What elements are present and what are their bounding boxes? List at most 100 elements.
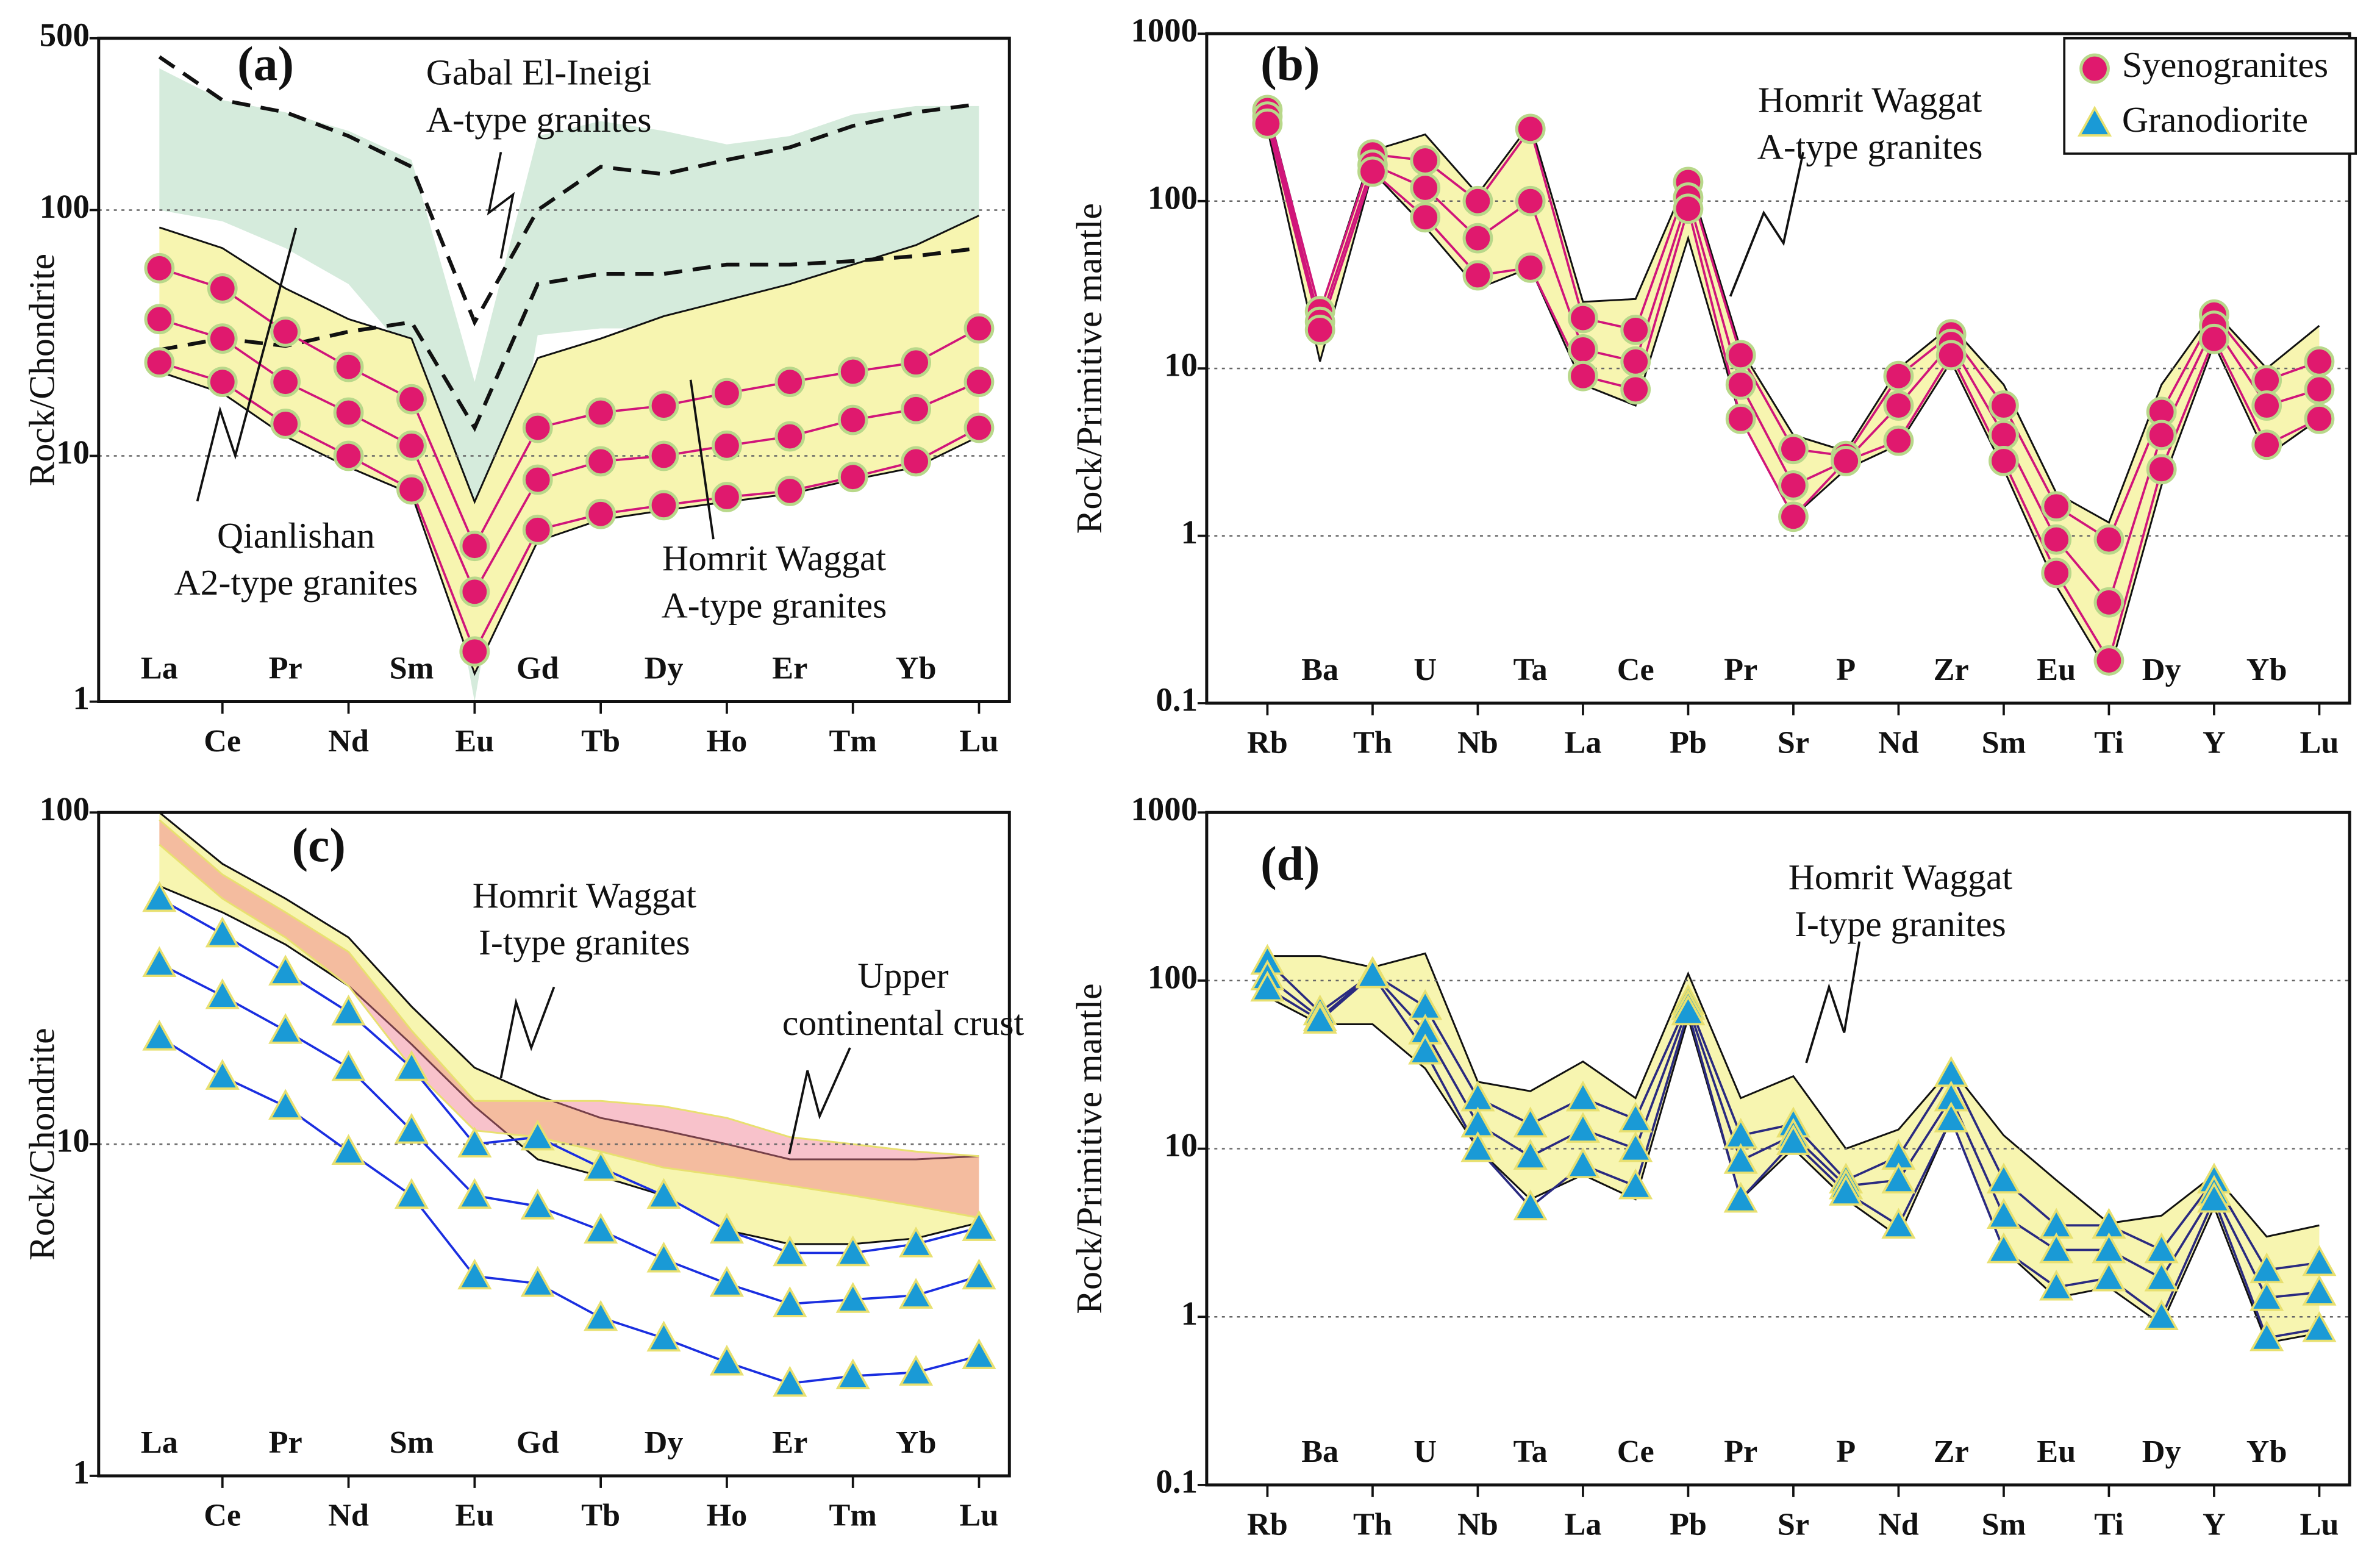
x-category-label: Yb <box>2246 652 2287 687</box>
circle-marker <box>522 412 553 443</box>
circle-marker <box>1462 185 1493 217</box>
circle-marker <box>459 576 490 607</box>
x-category-label: Tm <box>829 723 877 759</box>
x-category-label: Nb <box>1457 1507 1498 1542</box>
x-category-label: Eu <box>455 1498 494 1533</box>
x-category-label: Sm <box>390 1425 434 1460</box>
circle-marker <box>1883 425 1914 456</box>
triangle-marker <box>394 1178 429 1209</box>
triangle-marker <box>584 1212 618 1244</box>
circle-marker <box>1935 340 1967 371</box>
legend-label: Granodiorite <box>2122 99 2308 140</box>
circle-marker <box>1620 374 1651 405</box>
circle-marker <box>270 316 301 347</box>
x-category-label: Lu <box>2300 1507 2339 1542</box>
circle-marker <box>270 367 301 398</box>
field-annotation: I-type granites <box>1795 904 2006 944</box>
circle-marker <box>144 304 175 335</box>
x-category-label: Lu <box>960 723 999 759</box>
x-category-label: Sr <box>1778 1507 1809 1542</box>
x-category-label: Er <box>772 1425 807 1460</box>
circle-marker <box>1831 445 1862 476</box>
x-category-label: Th <box>1353 1507 1392 1542</box>
x-category-label: Ba <box>1301 652 1338 687</box>
plot-frame <box>1205 32 2351 705</box>
y-axis-title: Rock/Chondrite <box>21 254 62 486</box>
x-category-label: Ho <box>707 1498 748 1533</box>
circle-marker <box>1515 252 1546 283</box>
circle-marker <box>459 636 490 667</box>
x-category-label: Ba <box>1301 1434 1338 1469</box>
field-lower-edge <box>159 246 979 432</box>
x-category-label: Ce <box>204 1498 241 1533</box>
triangle-marker <box>1513 1106 1548 1138</box>
triangle-marker <box>1408 1033 1443 1065</box>
triangle-marker <box>584 1300 618 1331</box>
triangle-marker <box>268 1013 303 1044</box>
circle-marker <box>396 430 427 461</box>
circle-marker <box>963 367 995 398</box>
field-annotation: Homrit Waggat <box>473 875 697 915</box>
circle-marker <box>1725 403 1756 434</box>
circle-marker <box>774 367 806 398</box>
circle-marker <box>207 323 238 354</box>
legend-marker <box>2079 53 2110 84</box>
y-tick-label: 10 <box>1164 346 1198 384</box>
circle-marker <box>2146 420 2177 451</box>
circle-marker <box>1410 202 1441 233</box>
leader-line <box>196 227 298 502</box>
panel-label: (b) <box>1260 37 1320 91</box>
triangle-marker <box>2144 1260 2179 1292</box>
circle-marker <box>2251 390 2282 421</box>
x-category-label: Lu <box>2300 725 2339 760</box>
circle-marker <box>648 390 679 421</box>
triangle-marker <box>1723 1181 1758 1213</box>
x-category-label: Tb <box>581 723 620 759</box>
x-category-label: Th <box>1353 725 1392 760</box>
triangle-marker <box>646 1320 681 1352</box>
circle-marker <box>1778 470 1809 501</box>
y-tick-label: 0.1 <box>1156 681 1198 718</box>
field-annotation: A2-type granites <box>174 562 418 603</box>
y-axis-title: Rock/Primitive mantle <box>1069 203 1109 534</box>
x-category-label: Y <box>2203 1507 2226 1542</box>
triangle-marker <box>646 1178 681 1209</box>
field-annotation: A-type granites <box>426 99 652 140</box>
x-category-label: Sm <box>390 651 434 686</box>
triangle-marker <box>709 1212 744 1244</box>
x-category-label: Tb <box>581 1498 620 1533</box>
x-category-label: Y <box>2203 725 2226 760</box>
circle-marker <box>1778 501 1809 532</box>
field-upper-edge <box>159 812 979 1161</box>
triangle-marker <box>773 1365 807 1397</box>
x-category-label: Sr <box>1778 725 1809 760</box>
circle-marker <box>333 351 364 382</box>
circle-marker <box>1778 434 1809 465</box>
triangle-marker <box>2302 1311 2337 1342</box>
x-category-label: P <box>1836 1434 1856 1469</box>
circle-marker <box>144 347 175 378</box>
leader-line <box>1805 941 1861 1064</box>
x-category-label: Tm <box>829 1498 877 1533</box>
circle-marker <box>1568 302 1598 334</box>
circle-marker <box>2304 403 2335 434</box>
triangle-marker <box>2302 1275 2337 1306</box>
circle-marker <box>2041 524 2072 555</box>
x-category-label: Yb <box>2246 1434 2287 1469</box>
x-category-label: Eu <box>2037 652 2076 687</box>
x-category-label: Ta <box>1513 1434 1548 1469</box>
triangle-marker <box>142 881 177 912</box>
circle-marker <box>459 531 490 562</box>
triangle-marker <box>331 994 366 1026</box>
x-category-label: P <box>1836 652 1856 687</box>
triangle-marker <box>394 1050 429 1081</box>
leader-line <box>1729 152 1804 297</box>
triangle-marker <box>1355 957 1390 989</box>
y-tick-label: 10 <box>56 1122 90 1159</box>
leader-line <box>689 379 715 540</box>
triangle-marker <box>1986 1232 2021 1264</box>
circle-marker <box>2304 346 2335 377</box>
circle-marker <box>2304 374 2335 405</box>
y-tick-label: 1 <box>1181 514 1198 551</box>
triangle-marker <box>899 1355 934 1386</box>
